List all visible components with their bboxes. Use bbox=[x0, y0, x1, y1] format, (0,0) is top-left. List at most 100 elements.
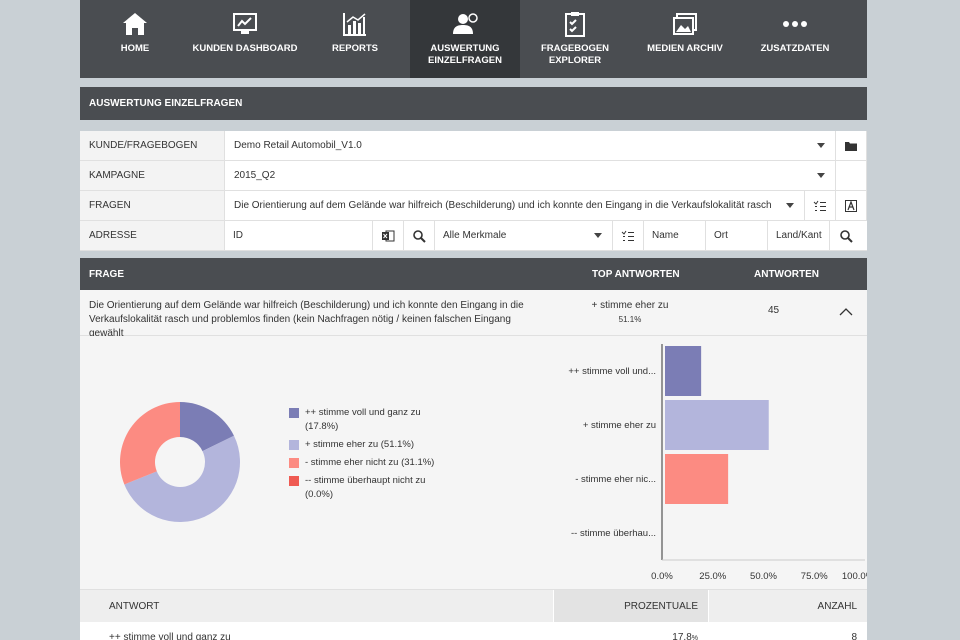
kunde-select[interactable]: Demo Retail Automobil_V1.0 bbox=[225, 131, 836, 160]
top-navigation: HOME KUNDEN DASHBOARD REPORTS AUSWERTUNG… bbox=[80, 0, 867, 78]
dashboard-icon bbox=[230, 9, 260, 39]
filter-form: KUNDE/FRAGEBOGEN Demo Retail Automobil_V… bbox=[80, 131, 867, 251]
nav-reports-label: REPORTS bbox=[332, 43, 378, 54]
open-folder-button[interactable] bbox=[836, 131, 867, 160]
chevron-down-icon bbox=[817, 143, 825, 148]
chart-legend: ++ stimme voll und ganz zu (17.8%) + sti… bbox=[289, 406, 445, 506]
kunde-label: KUNDE/FRAGEBOGEN bbox=[80, 131, 225, 160]
more-icon bbox=[780, 9, 810, 39]
category-label: ++ stimme voll und... bbox=[568, 366, 656, 377]
percent-value: 17.8 bbox=[672, 632, 692, 640]
filter-row-fragen: FRAGEN Die Orientierung auf dem Gelände … bbox=[80, 191, 867, 221]
donut-slice bbox=[124, 435, 240, 522]
search-icon bbox=[839, 229, 853, 243]
donut-slice bbox=[119, 402, 180, 485]
tick-label: 25.0% bbox=[699, 571, 726, 582]
legend-item: -- stimme überhaupt nicht zu (0.0%) bbox=[289, 474, 445, 502]
nav-auswertung-einzelfragen[interactable]: AUSWERTUNG EINZELFRAGEN bbox=[410, 0, 520, 78]
top-answer-pct: 51.1% bbox=[618, 315, 642, 324]
top-answer: + stimme eher zu 51.1% bbox=[585, 299, 675, 327]
merkmale-list-button[interactable] bbox=[613, 221, 644, 250]
font-button[interactable] bbox=[836, 191, 867, 220]
fragen-label: FRAGEN bbox=[80, 191, 225, 220]
legend-label: - stimme eher nicht zu (31.1%) bbox=[305, 457, 435, 468]
text-icon bbox=[845, 199, 857, 212]
tick-label: 0.0% bbox=[651, 571, 673, 582]
kampagne-spacer bbox=[836, 161, 867, 190]
col-top-antworten: TOP ANTWORTEN bbox=[592, 269, 680, 280]
legend-swatch bbox=[289, 458, 299, 468]
bar bbox=[665, 454, 729, 504]
nav-medien-archiv-label: MEDIEN ARCHIV bbox=[647, 43, 723, 54]
land-field[interactable]: Land/Kant bbox=[768, 221, 830, 250]
chevron-down-icon bbox=[786, 203, 794, 208]
donut-slice bbox=[180, 402, 234, 452]
kampagne-label: KAMPAGNE bbox=[80, 161, 225, 190]
ort-label: Ort bbox=[714, 230, 728, 241]
question-row[interactable]: Die Orientierung auf dem Gelände war hil… bbox=[80, 290, 867, 339]
name-field[interactable]: Name bbox=[644, 221, 706, 250]
images-icon bbox=[670, 9, 700, 39]
chart-icon bbox=[340, 9, 370, 39]
nav-zusatzdaten-label: ZUSATZDATEN bbox=[760, 43, 830, 54]
kampagne-select[interactable]: 2015_Q2 bbox=[225, 161, 836, 190]
name-label: Name bbox=[652, 230, 679, 241]
nav-kunden-dashboard[interactable]: KUNDEN DASHBOARD bbox=[190, 0, 300, 78]
nav-auswertung-label-2: EINZELFRAGEN bbox=[428, 55, 502, 66]
excel-button[interactable] bbox=[373, 221, 404, 250]
address-search-button[interactable] bbox=[830, 221, 861, 250]
tick-label: 75.0% bbox=[801, 571, 828, 582]
legend-label: + stimme eher zu (51.1%) bbox=[305, 439, 415, 450]
filter-row-kampagne: KAMPAGNE 2015_Q2 bbox=[80, 161, 867, 191]
chevron-up-icon[interactable] bbox=[839, 305, 853, 319]
category-label: -- stimme überhau... bbox=[571, 528, 656, 539]
user-analysis-icon bbox=[450, 9, 480, 39]
ort-field[interactable]: Ort bbox=[706, 221, 768, 250]
excel-icon bbox=[382, 230, 395, 241]
legend-label: ++ stimme voll und ganz zu (17.8%) bbox=[305, 407, 421, 432]
donut-chart bbox=[119, 402, 240, 522]
bar-chart: ++ stimme voll und... + stimme eher zu - s… bbox=[568, 344, 867, 582]
legend-item: + stimme eher zu (51.1%) bbox=[289, 438, 445, 452]
col-prozentuale: PROZENTUALE bbox=[553, 590, 708, 622]
filter-row-adresse: ADRESSE ID Alle Merkmale Name Ort bbox=[80, 221, 867, 251]
nav-medien-archiv[interactable]: MEDIEN ARCHIV bbox=[630, 0, 740, 78]
bar bbox=[665, 346, 702, 396]
filter-row-kunde: KUNDE/FRAGEBOGEN Demo Retail Automobil_V… bbox=[80, 131, 867, 161]
kampagne-value: 2015_Q2 bbox=[234, 170, 276, 181]
question-line-2: Verkaufslokalität rasch und problemlos f… bbox=[89, 314, 511, 339]
tick-label: 100.0% bbox=[842, 571, 867, 582]
legend-swatch bbox=[289, 476, 299, 486]
id-search-button[interactable] bbox=[404, 221, 435, 250]
chevron-down-icon bbox=[817, 173, 825, 178]
nav-auswertung-label-1: AUSWERTUNG bbox=[430, 43, 500, 54]
question-list-button[interactable] bbox=[805, 191, 836, 220]
top-answer-label: + stimme eher zu bbox=[591, 300, 669, 311]
merkmale-value: Alle Merkmale bbox=[443, 230, 507, 241]
adresse-label: ADRESSE bbox=[80, 221, 225, 250]
question-text: Die Orientierung auf dem Gelände war hil… bbox=[89, 299, 539, 341]
kunde-value: Demo Retail Automobil_V1.0 bbox=[234, 140, 362, 151]
nav-zusatzdaten[interactable]: ZUSATZDATEN bbox=[740, 0, 850, 78]
id-input[interactable]: ID bbox=[225, 221, 373, 250]
folder-icon bbox=[845, 141, 857, 151]
nav-home[interactable]: HOME bbox=[80, 0, 190, 78]
results-table-header: FRAGE TOP ANTWORTEN ANTWORTEN bbox=[80, 258, 867, 290]
chart-panel: ++ stimme voll und ganz zu (17.8%) + sti… bbox=[80, 336, 867, 590]
table-row: ++ stimme voll und ganz zu 17.8% 8 bbox=[80, 622, 867, 640]
col-anzahl: ANZAHL bbox=[708, 590, 867, 622]
legend-swatch bbox=[289, 440, 299, 450]
nav-fragebogen-explorer-label: FRAGEBOGEN EXPLORER bbox=[540, 43, 610, 66]
answer-cell: ++ stimme voll und ganz zu bbox=[109, 632, 231, 640]
id-value: ID bbox=[233, 230, 243, 241]
percent-unit: % bbox=[691, 635, 698, 640]
fragen-select[interactable]: Die Orientierung auf dem Gelände war hil… bbox=[225, 191, 805, 220]
legend-item: ++ stimme voll und ganz zu (17.8%) bbox=[289, 406, 445, 434]
nav-reports[interactable]: REPORTS bbox=[300, 0, 410, 78]
legend-label: -- stimme überhaupt nicht zu (0.0%) bbox=[305, 475, 426, 500]
search-icon bbox=[413, 229, 426, 243]
merkmale-select[interactable]: Alle Merkmale bbox=[435, 221, 613, 250]
answer-count: 45 bbox=[768, 305, 780, 316]
legend-swatch bbox=[289, 408, 299, 418]
nav-fragebogen-explorer[interactable]: FRAGEBOGEN EXPLORER bbox=[520, 0, 630, 78]
